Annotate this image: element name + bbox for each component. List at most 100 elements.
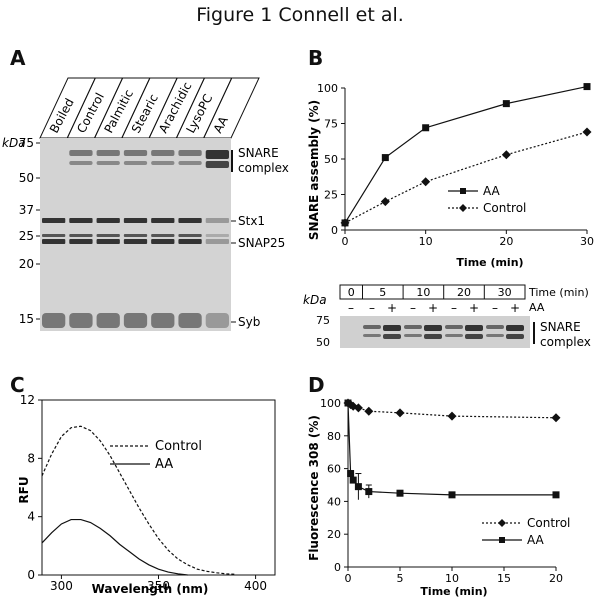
point-aa-3 [502, 100, 510, 108]
b-band-low-2 [383, 334, 401, 339]
mw-marker-15: 15 [19, 312, 34, 326]
point-control-7 [551, 413, 561, 423]
b-band-top-1 [363, 325, 381, 329]
mw-marker-50: 50 [19, 171, 34, 185]
band-syb-2 [96, 313, 120, 328]
panel-b-label: B [308, 46, 324, 70]
y-tick-label-4: 4 [27, 510, 35, 524]
y-tick-label-0: 0 [27, 568, 35, 582]
band-snap25-b-4 [151, 239, 175, 244]
b-band-low-7 [486, 334, 504, 337]
legend-marker-control [498, 519, 506, 527]
panel-d-label: D [308, 373, 325, 397]
band-stx1-0 [42, 218, 66, 223]
c-plot-area: 300 350 400 0 4 8 12 Control AA [20, 393, 276, 593]
syb-label: Syb [238, 315, 260, 329]
band-snare-top-6 [205, 150, 229, 159]
band-snare-low-4 [151, 161, 175, 165]
y-tick-label-60: 60 [327, 463, 341, 476]
point-aa-0 [344, 399, 352, 407]
snare-label: SNARE [238, 146, 279, 160]
band-syb-3 [123, 313, 148, 328]
b-band-top-5 [445, 325, 463, 329]
point-aa-1 [381, 154, 389, 162]
b-band-low-3 [404, 334, 422, 337]
band-snare-top-3 [123, 150, 148, 156]
point-control-0 [340, 218, 350, 228]
b-band-low-5 [445, 334, 463, 337]
d-plot-area: 0 5 10 15 20 0 20 40 60 80 100 Control AA [320, 397, 570, 585]
legend-marker-aa [460, 188, 466, 194]
legend-label-aa: AA [483, 184, 501, 198]
y-tick-label-0: 0 [331, 224, 338, 237]
b-band-top-3 [404, 325, 422, 329]
band-snare-top-1 [69, 150, 93, 156]
legend-marker-control [459, 204, 467, 212]
point-aa-4 [583, 83, 591, 91]
band-syb-6 [205, 313, 229, 328]
panel-a-gel: BoiledControlPalmiticStearicArachidicLys… [2, 77, 289, 331]
point-aa-2 [349, 476, 357, 484]
panel-b-chart: 0 10 20 30 0 25 50 75 100 AA Control Time (min) SN… [307, 82, 594, 269]
panel-d-chart: 0 5 10 15 20 0 20 40 60 80 100 Control AA Time (min)… [307, 397, 570, 598]
y-tick-label-20: 20 [327, 528, 341, 541]
band-snap25-b-2 [96, 239, 120, 244]
band-stx1-2 [96, 218, 120, 223]
mw-marker-20: 20 [19, 257, 34, 271]
b-xlabel: Time (min) [456, 256, 523, 269]
x-tick-label-5: 5 [397, 572, 404, 585]
time-point-0: 0 [348, 286, 355, 299]
y-tick-label-100: 100 [320, 397, 341, 410]
point-control-4 [364, 406, 374, 416]
point-aa-2 [422, 124, 430, 132]
band-snap25-a-1 [69, 234, 93, 237]
mw-marker-75: 75 [19, 136, 34, 150]
x-tick-label-20: 20 [499, 235, 513, 248]
band-snap25-b-0 [42, 239, 66, 244]
y-tick-label-40: 40 [327, 495, 341, 508]
b-plot-area: 0 10 20 30 0 25 50 75 100 AA Control [317, 82, 594, 248]
band-snap25-a-0 [42, 234, 66, 237]
legend-label-control: Control [527, 516, 570, 530]
band-stx1-3 [123, 218, 148, 223]
mw-marker-25: 25 [19, 229, 34, 243]
x-tick-label-20: 20 [549, 572, 563, 585]
band-stx1-1 [69, 218, 93, 223]
kda-label: kDa [2, 136, 26, 150]
aa-sign-6: + [469, 301, 479, 315]
band-stx1-6 [205, 218, 229, 223]
b-ylabel: SNARE assembly (%) [307, 100, 321, 240]
aa-sign-8: + [510, 301, 520, 315]
y-tick-label-50: 50 [324, 153, 338, 166]
b-band-low-6 [465, 334, 483, 339]
time-point-20: 20 [457, 286, 471, 299]
time-point-10: 10 [416, 286, 430, 299]
y-tick-label-25: 25 [324, 189, 338, 202]
time-header-box [339, 284, 526, 300]
aa-sign-0: – [348, 301, 354, 315]
aa-sign-3: – [410, 301, 416, 315]
band-syb-0 [42, 313, 66, 328]
y-tick-label-75: 75 [324, 118, 338, 131]
band-snare-top-2 [96, 150, 120, 156]
b-band-low-4 [424, 334, 442, 339]
panel-c-label: C [10, 373, 25, 397]
band-snare-low-6 [205, 161, 229, 168]
band-snap25-b-5 [178, 239, 202, 244]
b-gel-body [340, 316, 530, 348]
series-line-aa [344, 85, 588, 224]
x-tick-label-350: 350 [147, 579, 170, 593]
b-band-top-2 [383, 325, 401, 331]
x-tick-label-10: 10 [419, 235, 433, 248]
b-complex-label: complex [540, 335, 591, 349]
band-snare-top-5 [178, 150, 202, 156]
x-tick-label-400: 400 [244, 579, 267, 593]
d-xlabel: Time (min) [420, 585, 487, 598]
gel-bands [42, 150, 229, 328]
legend-label-control: Control [483, 201, 526, 215]
b-aa-label: AA [529, 301, 545, 314]
band-syb-5 [178, 313, 202, 328]
c-ylabel: RFU [17, 476, 31, 503]
mw-marker-labels: 75 50 37 25 20 15 [19, 136, 41, 326]
